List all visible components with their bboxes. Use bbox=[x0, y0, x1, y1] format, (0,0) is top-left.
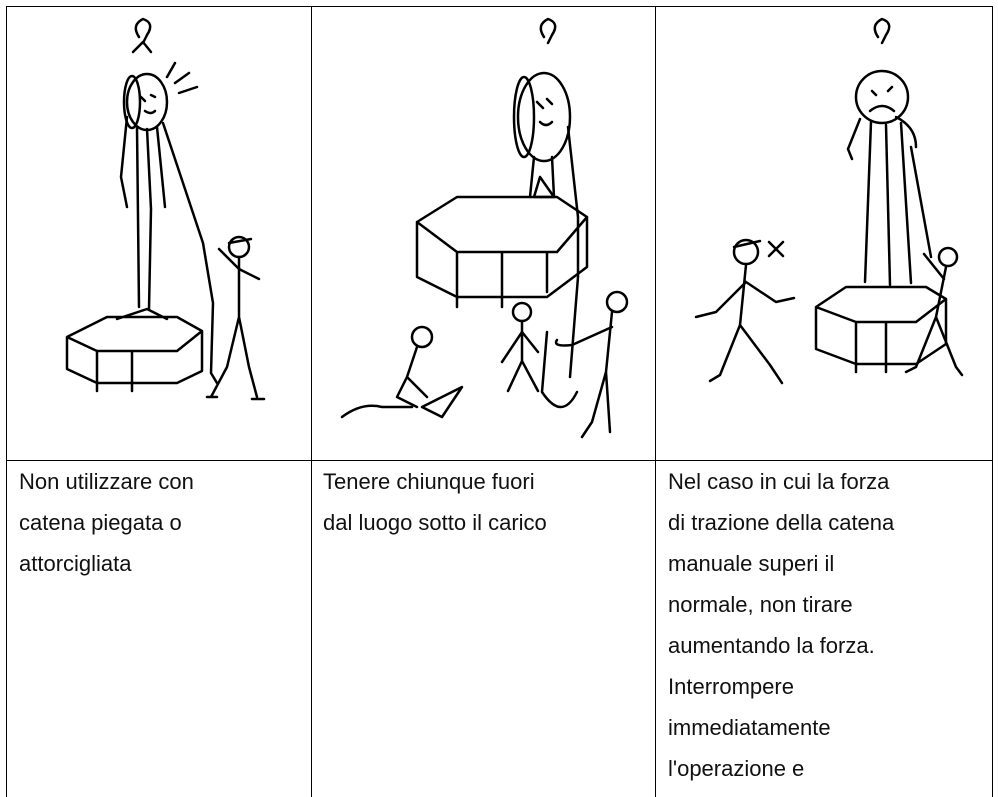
border bbox=[992, 6, 993, 797]
table: Non utilizzare con catena piegata o attorc… bbox=[6, 6, 993, 797]
caption-line: attorcigliata bbox=[19, 551, 132, 576]
border bbox=[6, 6, 993, 7]
caption-line: catena piegata o bbox=[19, 510, 182, 535]
caption-line: Tenere chiunque fuori bbox=[323, 469, 535, 494]
caption-cell: Non utilizzare con catena piegata o attorc… bbox=[19, 461, 194, 584]
illustration bbox=[340, 17, 629, 439]
border bbox=[655, 6, 656, 797]
caption-line: dal luogo sotto il carico bbox=[323, 510, 547, 535]
caption-cell: Tenere chiunque fuori dal luogo sotto il … bbox=[323, 461, 547, 543]
border bbox=[6, 6, 7, 797]
border bbox=[311, 6, 312, 797]
illustration bbox=[65, 17, 266, 401]
caption-line: Nel caso in cui la forza bbox=[668, 469, 890, 494]
caption-line: di trazione della catena bbox=[668, 510, 895, 535]
caption-line: l'operazione e bbox=[668, 756, 805, 781]
caption-line: normale, non tirare bbox=[668, 592, 853, 617]
caption-line: aumentando la forza. bbox=[668, 633, 875, 658]
caption-cell: Nel caso in cui la forza di trazione dell… bbox=[668, 461, 894, 789]
illustration bbox=[694, 17, 964, 385]
caption-line: Interrompere bbox=[668, 674, 794, 699]
caption-line: Non utilizzare con bbox=[19, 469, 194, 494]
caption-line: immediatamente bbox=[668, 715, 831, 740]
border bbox=[6, 460, 993, 461]
caption-line: manuale superi il bbox=[668, 551, 835, 576]
